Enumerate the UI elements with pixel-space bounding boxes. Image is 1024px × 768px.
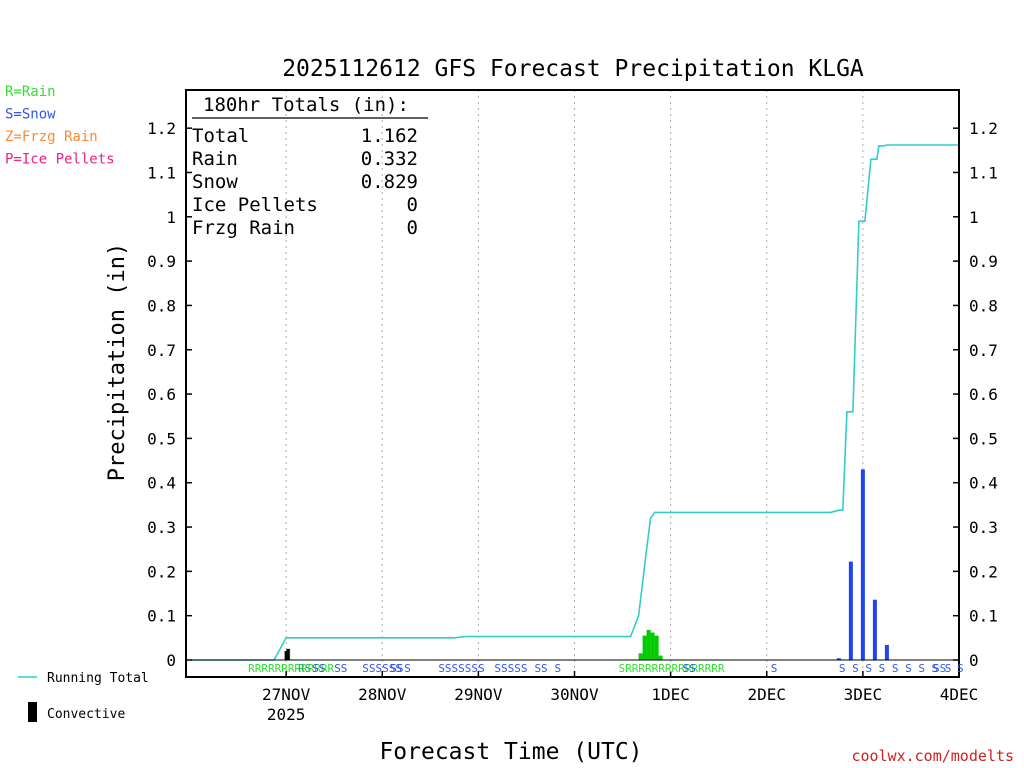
ptype-legend-item: S=Snow <box>5 107 56 123</box>
running-total-legend-label: Running Total <box>47 671 149 686</box>
y-tick-label-left: 0.7 <box>147 341 176 360</box>
x-axis-label: Forecast Time (UTC) <box>379 739 642 765</box>
ptype-marker: SS <box>390 662 403 675</box>
ptype-marker: SS <box>334 662 347 675</box>
x-tick-label: 30NOV <box>550 685 599 704</box>
ptype-marker: SSSSSS <box>362 662 402 675</box>
credit-text: coolwx.com/modelts <box>851 747 1014 765</box>
ptype-marker: SSSSSSS <box>438 662 484 675</box>
ptype-marker: SS <box>312 662 325 675</box>
y-tick-label-left: 1.1 <box>147 163 176 182</box>
ptype-marker: S <box>404 662 411 675</box>
snow-bar <box>884 644 889 660</box>
convective-bar <box>284 651 288 660</box>
bars-layer <box>284 469 889 660</box>
totals-row-value: 1.162 <box>361 125 418 147</box>
totals-row-value: 0.829 <box>361 171 418 193</box>
convective-legend-swatch <box>28 702 37 722</box>
totals-row-label: Total <box>192 125 249 147</box>
ptype-marker: SS <box>933 662 946 675</box>
y-tick-label-left: 0.6 <box>147 385 176 404</box>
totals-row-value: 0 <box>407 194 418 216</box>
y-tick-label-right: 0.7 <box>969 341 998 360</box>
rain-bar <box>646 629 651 660</box>
ptype-marker: SSSSS <box>494 662 527 675</box>
ptype-marker: S S S S S S S S S <box>839 662 952 675</box>
ptype-marker: S <box>554 662 561 675</box>
y-tick-label-right: 0.9 <box>969 252 998 271</box>
convective-legend-label: Convective <box>47 707 125 722</box>
ptype-marker: SS <box>683 662 696 675</box>
line-layer <box>190 144 959 661</box>
rain-bar <box>638 653 643 660</box>
ptype-legend-item: P=Ice Pellets <box>5 152 115 168</box>
y-tick-label-right: 0 <box>969 651 979 670</box>
x-tick-label: 27NOV <box>262 685 311 704</box>
totals-box: 180hr Totals (in): Total 1.162 Rain 0.332 Sno… <box>192 94 428 239</box>
y-tick-label-left: 0.8 <box>147 296 176 315</box>
rain-bar <box>650 632 655 660</box>
y-tick-label-left: 0.2 <box>147 562 176 581</box>
totals-row-label: Frzg Rain <box>192 217 295 239</box>
y-tick-label-right: 0.8 <box>969 296 998 315</box>
x-tick-label: 1DEC <box>651 685 690 704</box>
legend: R=Rain S=Snow Z=Frzg Rain P=Ice Pellets Runn… <box>5 84 149 722</box>
y-tick-label-right: 1.1 <box>969 163 998 182</box>
y-tick-label-left: 0.1 <box>147 607 176 626</box>
y-tick-label-right: 0.3 <box>969 518 998 537</box>
y-tick-label-right: 0.4 <box>969 474 998 493</box>
y-tick-label-left: 1.2 <box>147 119 176 138</box>
ptype-marker: S <box>771 662 778 675</box>
x-tick-label: 29NOV <box>454 685 503 704</box>
rain-bar <box>654 635 659 660</box>
y-axis-label: Precipitation (in) <box>105 243 130 481</box>
convective-bar <box>286 648 290 660</box>
plot-frame <box>185 89 960 678</box>
snow-bar <box>872 599 877 660</box>
y-tick-label-left: 0.4 <box>147 474 176 493</box>
snow-bar <box>848 561 853 660</box>
y-tick-label-left: 0 <box>166 651 176 670</box>
x-tick-label: 2DEC <box>747 685 786 704</box>
totals-heading: 180hr Totals (in): <box>203 94 409 116</box>
totals-row-label: Ice Pellets <box>192 194 318 216</box>
y-tick-label-right: 1 <box>969 208 979 227</box>
totals-row-label: Snow <box>192 171 238 193</box>
ptype-marker: RRRRRRRRRRRRR <box>248 662 334 675</box>
x-tick-label: 28NOV <box>358 685 407 704</box>
rain-bar <box>658 655 663 660</box>
snow-bar <box>836 658 841 660</box>
y-tick-label-right: 1.2 <box>969 119 998 138</box>
x-tick-sublabel: 2025 <box>267 705 306 724</box>
chart-title: 2025112612 GFS Forecast Precipitation KL… <box>282 56 864 82</box>
grid-layer <box>285 90 864 677</box>
ptype-marker: S <box>957 662 964 675</box>
totals-row-label: Rain <box>192 148 238 170</box>
y-tick-label-right: 0.2 <box>969 562 998 581</box>
snow-bar <box>860 469 865 660</box>
y-tick-label-right: 0.5 <box>969 429 998 448</box>
y-tick-label-right: 0.1 <box>969 607 998 626</box>
rain-bar <box>642 635 647 660</box>
y-tick-label-left: 0.3 <box>147 518 176 537</box>
ptype-marker: RS <box>298 662 311 675</box>
running-total-line <box>190 144 959 661</box>
x-tick-label: 4DEC <box>940 685 979 704</box>
y-tick-label-right: 0.6 <box>969 385 998 404</box>
x-tick-label: 3DEC <box>844 685 883 704</box>
y-tick-label-left: 0.5 <box>147 429 176 448</box>
ptype-legend-item: Z=Frzg Rain <box>5 129 98 145</box>
y-tick-label-left: 1 <box>166 208 176 227</box>
ptype-marker: SS <box>534 662 547 675</box>
y-tick-label-left: 0.9 <box>147 252 176 271</box>
totals-row-value: 0 <box>407 217 418 239</box>
ptype-legend-item: R=Rain <box>5 84 56 100</box>
totals-row-value: 0.332 <box>361 148 418 170</box>
ptype-marker: SRRRRRRRRRRRRRRR <box>619 662 725 675</box>
